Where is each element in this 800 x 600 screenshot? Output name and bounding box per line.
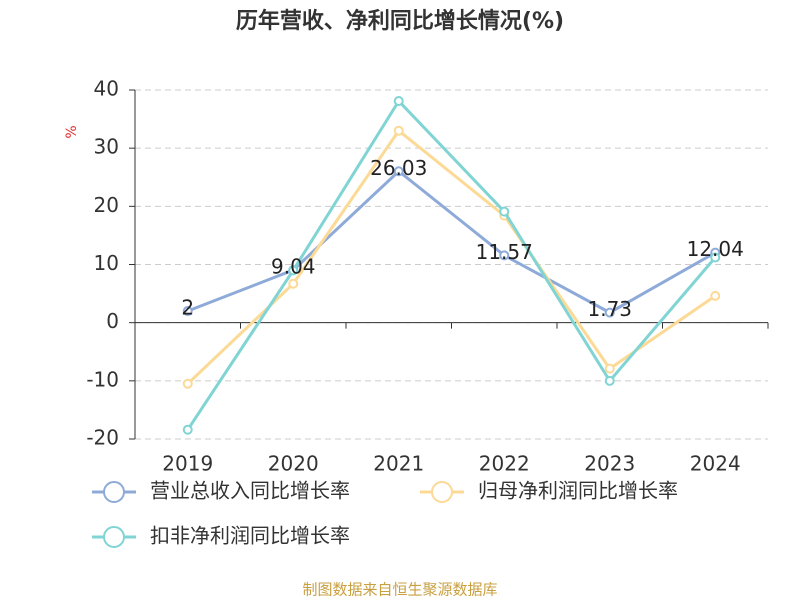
legend-label: 扣非净利润同比增长率 <box>150 524 350 548</box>
y-tick-label: 10 <box>94 251 119 275</box>
data-point <box>182 306 193 317</box>
series-line <box>187 169 716 315</box>
data-label: 9.04 <box>271 255 316 279</box>
y-tick-label: -10 <box>86 367 119 391</box>
data-point <box>499 206 510 217</box>
x-tick-label: 2022 <box>479 452 530 476</box>
y-tick-label: 40 <box>94 77 119 101</box>
x-tick-label: 2019 <box>162 452 213 476</box>
x-tick-label: 2024 <box>690 452 741 476</box>
legend-marker <box>431 481 453 503</box>
series-line <box>186 128 717 385</box>
x-tick-label: 2020 <box>268 452 319 476</box>
y-tick-label: -20 <box>86 426 119 450</box>
data-point <box>604 375 615 386</box>
legend-label: 营业总收入同比增长率 <box>150 479 350 503</box>
data-point <box>393 125 404 136</box>
chart-title: 历年营收、净利同比增长情况(%) <box>236 8 564 34</box>
data-point <box>393 166 404 177</box>
data-label: 26.03 <box>370 156 427 180</box>
data-point <box>710 290 721 301</box>
data-point <box>604 363 615 374</box>
legend-marker <box>103 526 125 548</box>
data-label: 2 <box>181 296 194 320</box>
data-label: 12.04 <box>687 237 744 261</box>
legend-item: 扣非净利润同比增长率 <box>92 524 350 548</box>
y-tick-label: 0 <box>106 309 119 333</box>
y-tick-label: 20 <box>94 193 119 217</box>
legend-item: 归母净利润同比增长率 <box>420 479 678 503</box>
x-tick-label: 2021 <box>373 452 424 476</box>
legend-item: 营业总收入同比增长率 <box>92 479 350 503</box>
legend-label: 归母净利润同比增长率 <box>478 479 678 503</box>
data-point <box>288 265 299 276</box>
data-label: 11.57 <box>476 240 533 264</box>
y-axis-label: % <box>64 125 80 138</box>
data-point <box>604 307 615 318</box>
data-point <box>182 424 193 435</box>
data-point <box>182 378 193 389</box>
data-point <box>393 96 404 107</box>
legend-marker <box>103 481 125 503</box>
x-tick-label: 2023 <box>584 452 635 476</box>
series-line <box>186 98 717 431</box>
data-label: 1.73 <box>587 297 632 321</box>
data-point <box>288 278 299 289</box>
data-point <box>710 252 721 263</box>
footer: 制图数据来自恒生聚源数据库 <box>302 581 497 599</box>
y-tick-label: 30 <box>94 135 119 159</box>
data-point <box>499 250 510 261</box>
